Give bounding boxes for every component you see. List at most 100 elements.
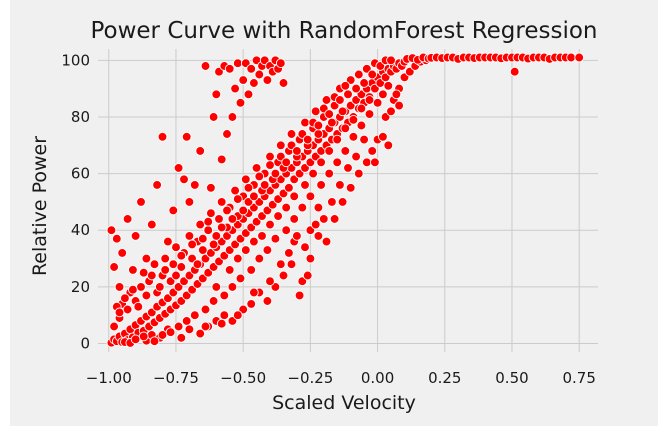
y-tick-label: 60 [71,165,90,183]
scatter-point [292,146,302,156]
scatter-point [184,231,195,241]
scatter-point [343,163,353,173]
scatter-point [254,171,265,182]
scatter-point [243,182,254,193]
scatter-point [275,58,286,69]
scatter-point [189,180,200,190]
y-tick-label: 0 [80,335,90,353]
scatter-point [254,69,265,80]
scatter-point [238,75,249,85]
scatter-point [353,69,364,80]
scatter-point [353,168,364,179]
scatter-point [195,146,206,156]
y-tick-label: 80 [71,108,90,126]
scatter-point [211,282,222,292]
x-tick-label: −0.50 [220,369,266,387]
scatter-point [509,66,520,77]
x-axis-label: Scaled Velocity [272,392,416,414]
scatter-point [227,112,238,122]
scatter-point [246,299,257,309]
scatter-point [305,191,316,202]
scatter-point [179,174,189,185]
scatter-point [200,61,211,71]
scatter-point [278,78,289,88]
scatter-point [383,80,394,91]
scatter-point [152,180,162,190]
scatter-point [176,332,187,343]
scatter-point [216,197,227,207]
scatter-point [227,282,238,292]
y-tick-label: 40 [71,221,90,239]
scatter-point [345,182,356,193]
scatter-point [313,120,324,131]
scatter-point [305,253,316,264]
scatter-point [566,52,576,63]
scatter-point [176,250,187,261]
scatter-point [224,63,235,74]
scatter-point [206,208,216,219]
scatter-point [386,55,396,66]
scatter-point [313,129,324,139]
y-tick-label: 20 [71,278,90,296]
tick-labels: −1.00 −0.75 −0.50 −0.25 0.00 0.25 0.50 0.75 0 20 4… [61,51,596,387]
scatter-point [265,160,275,170]
x-tick-label: 0.50 [495,369,528,387]
scatter-point [327,197,337,207]
scatter-point [222,129,232,139]
scatter-point [351,151,361,162]
scatter-point [232,253,243,264]
scatter-point [114,282,125,292]
scatter-point [270,233,281,244]
scatter-point [203,216,214,227]
scatter-point [327,117,337,128]
scatter-point [203,225,214,236]
scatter-point [176,262,187,272]
scatter-point [216,318,227,329]
scatter-point [192,259,203,270]
scatter-point [324,109,335,119]
scatter-point [321,236,332,247]
scatter-point [184,324,195,335]
scatter-point [316,157,326,168]
x-tick-label: 0.75 [562,369,595,387]
x-tick-label: −0.75 [153,369,199,387]
scatter-point [275,140,286,151]
scatter-point [310,106,321,117]
scatter-point [227,214,238,224]
scatter-point [386,106,396,117]
scatter-point [284,182,294,193]
scatter-point [200,321,211,332]
scatter-point [146,219,157,230]
scatter-point [249,236,259,247]
scatter-point [211,231,222,241]
scatter-point [265,219,275,230]
scatter-point [348,114,359,125]
scatter-point [232,310,243,321]
scatter-point [195,219,206,230]
scatter-point [340,146,351,156]
scatter-chart: −1.00 −0.75 −0.50 −0.25 0.00 0.25 0.50 0.75 0 20 4… [29,18,598,414]
scatter-point [235,273,246,284]
scatter-point [189,310,200,321]
scatter-point [289,191,300,202]
scatter-point [181,131,192,142]
scatter-point [313,231,324,241]
scatter-point [275,259,286,270]
scatter-point [335,95,345,105]
scatter-point [262,75,273,85]
scatter-point [265,276,275,287]
scatter-point [310,219,321,230]
scatter-point [165,327,176,338]
scatter-point [273,211,283,221]
scatter-point [270,168,281,179]
scatter-point [574,52,585,63]
scatter-point [254,253,265,264]
scatter-point [128,284,138,295]
scatter-point [232,194,243,204]
scatter-point [359,78,369,88]
scatter-point [351,83,361,94]
scatter-point [114,307,125,318]
scatter-point [200,304,211,315]
scatter-point [111,233,122,244]
scatter-point [251,163,262,173]
